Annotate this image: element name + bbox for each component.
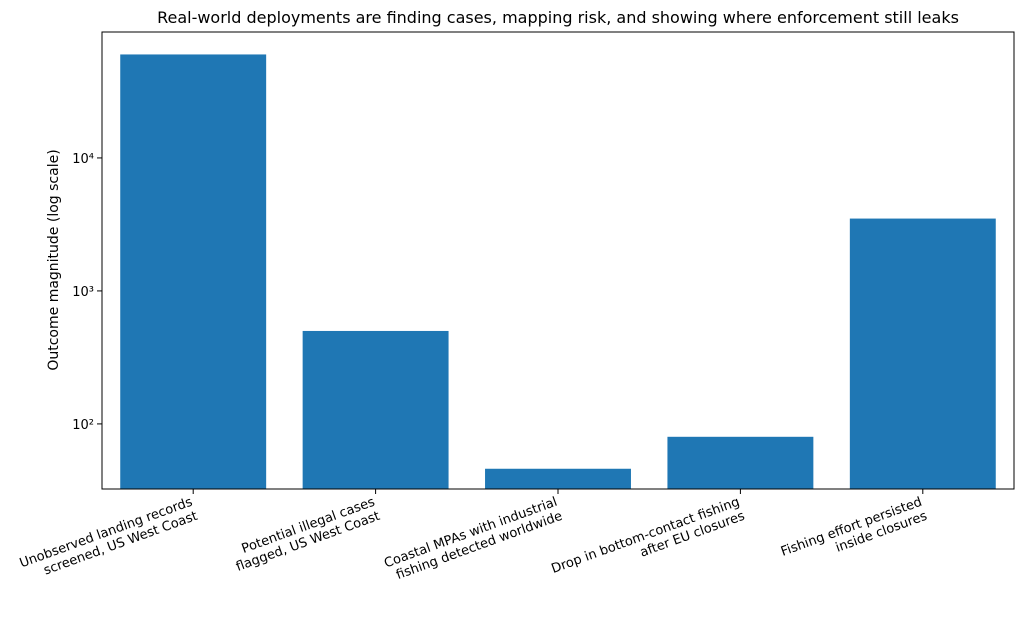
chart-title: Real-world deployments are finding cases…	[157, 8, 959, 27]
y-tick-label: 10³	[72, 285, 94, 300]
bar	[667, 436, 814, 489]
y-tick-label: 10²	[72, 418, 94, 433]
y-tick-label: 10⁴	[72, 152, 94, 167]
x-tick-label: Potential illegal casesflagged, US West …	[229, 495, 382, 575]
plot-frame	[101, 31, 1015, 490]
x-tick-label: Coastal MPAs with industrialfishing dete…	[382, 495, 564, 586]
x-tick-label: Drop in bottom-contact fishingafter EU c…	[549, 495, 747, 591]
x-tick-label-line: Drop in bottom-contact fishing	[549, 495, 741, 577]
y-axis-label: Outcome magnitude (log scale)	[46, 149, 62, 370]
bar	[302, 330, 449, 489]
x-tick-label: Fishing effort persistedinside closures	[779, 495, 929, 574]
bar	[120, 54, 267, 489]
bar	[849, 218, 996, 489]
x-tick-label: Unobserved landing recordsscreened, US W…	[18, 495, 200, 586]
bar	[485, 468, 631, 489]
